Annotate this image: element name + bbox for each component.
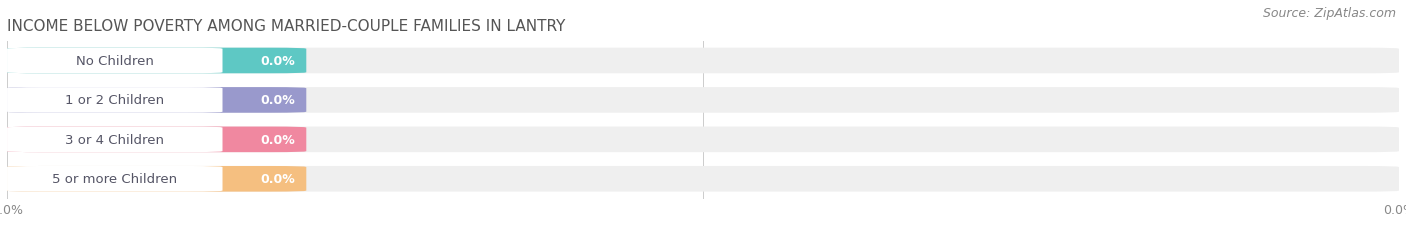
Text: 5 or more Children: 5 or more Children bbox=[52, 173, 177, 185]
FancyBboxPatch shape bbox=[7, 49, 222, 74]
FancyBboxPatch shape bbox=[7, 127, 1399, 152]
Text: Source: ZipAtlas.com: Source: ZipAtlas.com bbox=[1263, 7, 1396, 20]
Text: 0.0%: 0.0% bbox=[260, 133, 295, 146]
FancyBboxPatch shape bbox=[7, 166, 1399, 192]
FancyBboxPatch shape bbox=[7, 49, 1399, 74]
FancyBboxPatch shape bbox=[7, 88, 222, 113]
Text: 1 or 2 Children: 1 or 2 Children bbox=[65, 94, 165, 107]
Text: 0.0%: 0.0% bbox=[260, 173, 295, 185]
FancyBboxPatch shape bbox=[7, 127, 307, 152]
FancyBboxPatch shape bbox=[7, 49, 307, 74]
FancyBboxPatch shape bbox=[7, 88, 307, 113]
Text: 3 or 4 Children: 3 or 4 Children bbox=[65, 133, 165, 146]
Text: 0.0%: 0.0% bbox=[260, 55, 295, 68]
Text: 0.0%: 0.0% bbox=[260, 94, 295, 107]
FancyBboxPatch shape bbox=[7, 127, 222, 152]
FancyBboxPatch shape bbox=[7, 88, 1399, 113]
FancyBboxPatch shape bbox=[7, 166, 307, 192]
Text: INCOME BELOW POVERTY AMONG MARRIED-COUPLE FAMILIES IN LANTRY: INCOME BELOW POVERTY AMONG MARRIED-COUPL… bbox=[7, 18, 565, 33]
Text: No Children: No Children bbox=[76, 55, 153, 68]
FancyBboxPatch shape bbox=[7, 166, 222, 192]
